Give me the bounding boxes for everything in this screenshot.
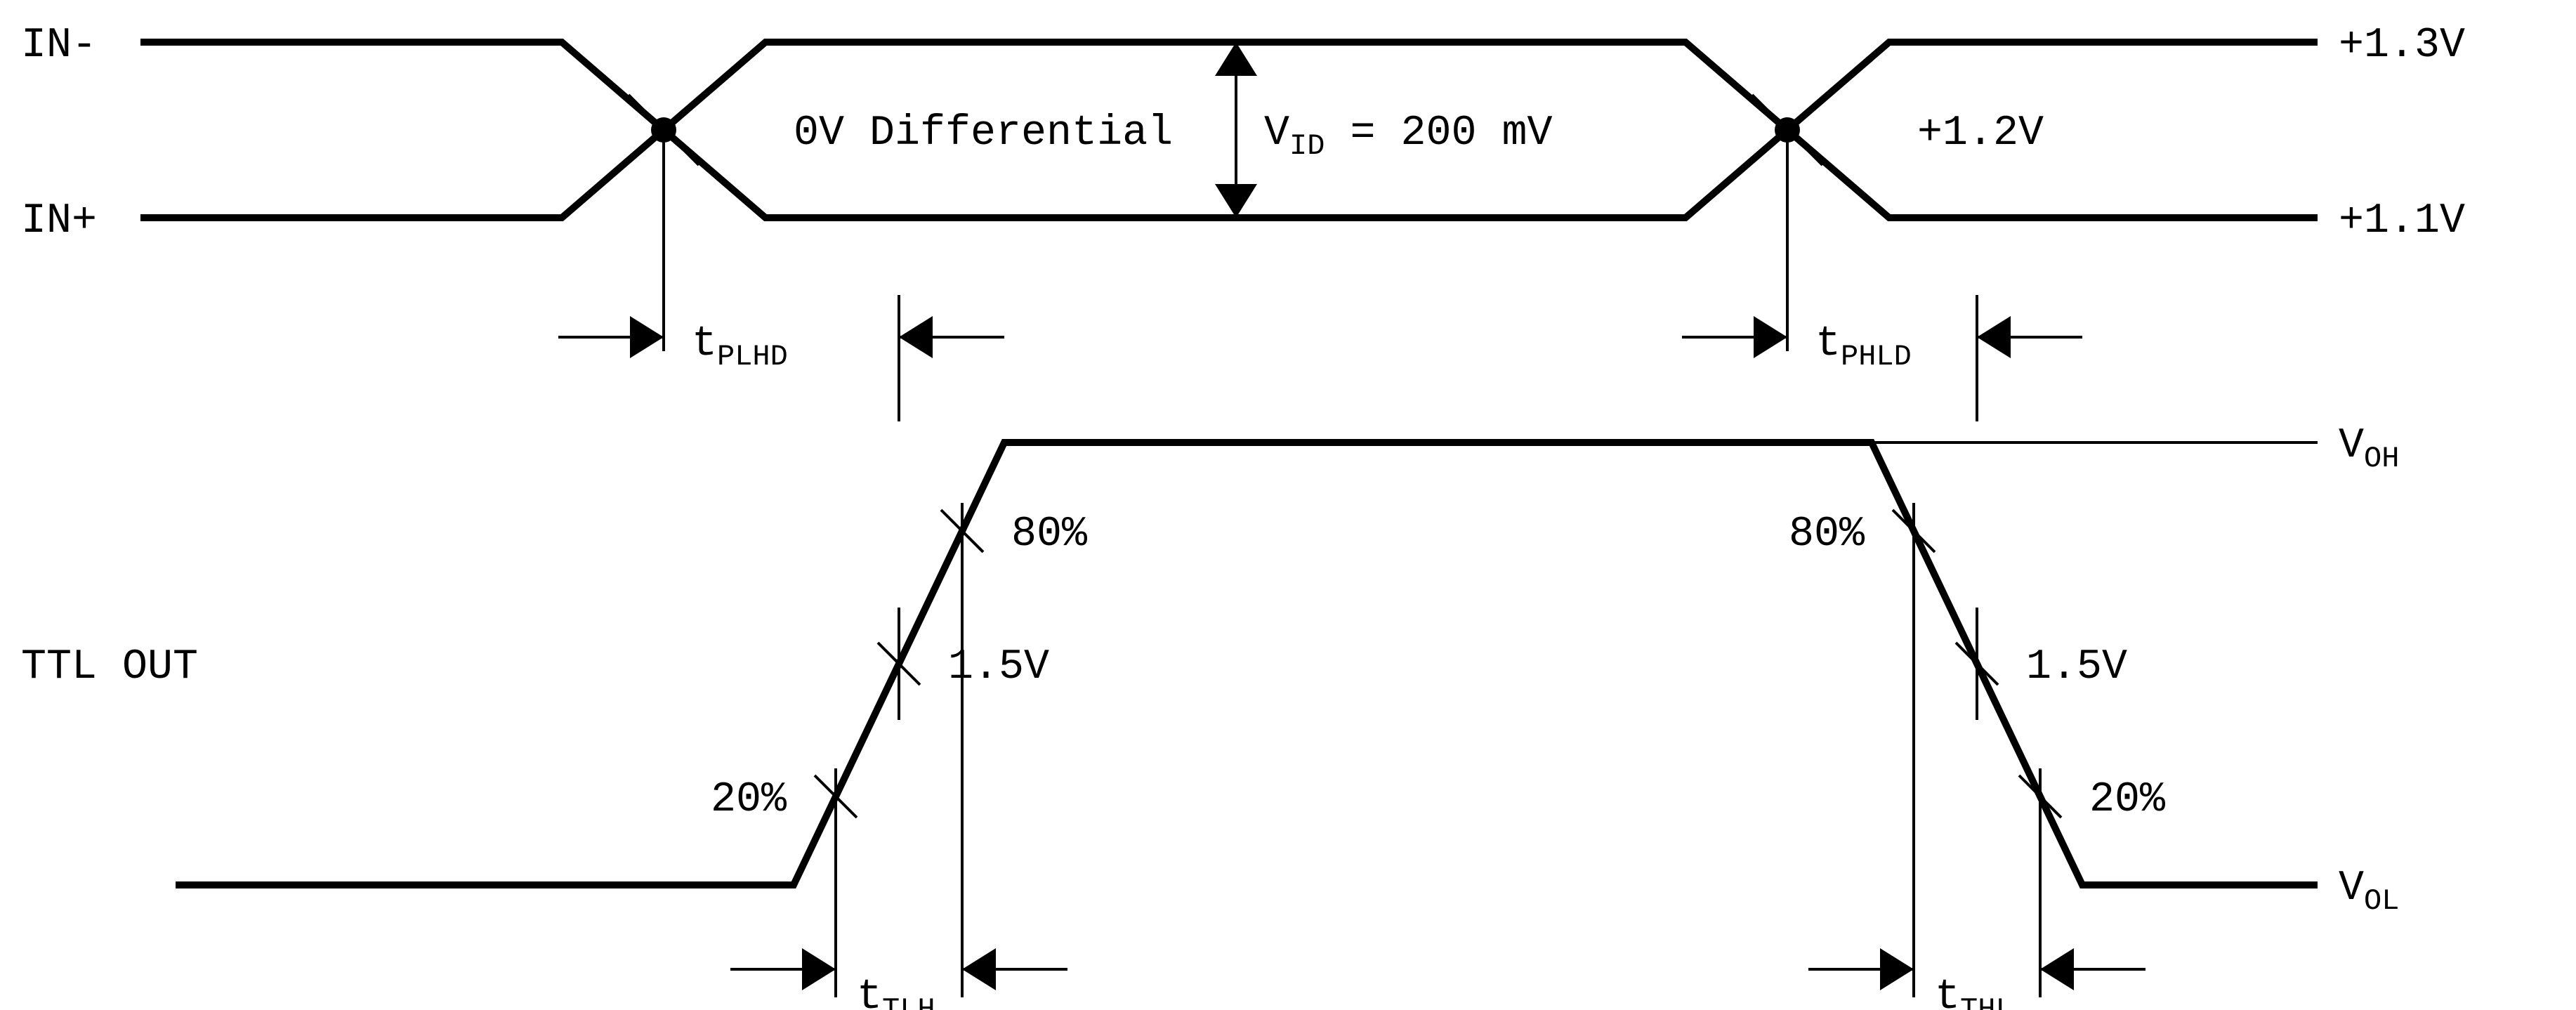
label-80-rise: 80%: [1011, 511, 1088, 558]
label-vid: VID = 200 mV: [1264, 110, 1553, 163]
label-in-minus: IN-: [21, 22, 97, 70]
label-ttl-out: TTL OUT: [21, 643, 198, 691]
waveform-ttl-out: [176, 442, 2318, 885]
label-tphld: tPHLD: [1815, 320, 1912, 374]
label-1p5v-fall: 1.5V: [2026, 643, 2127, 691]
label-80-fall: 80%: [1789, 511, 1865, 558]
label-voh: VOH: [2339, 422, 2399, 476]
label-1p3v: +1.3V: [2339, 22, 2465, 70]
label-1p1v: +1.1V: [2339, 197, 2465, 245]
label-1p5v-rise: 1.5V: [948, 643, 1049, 691]
label-tplhd: tPLHD: [692, 320, 788, 374]
label-tthl: tTHL: [1935, 973, 2013, 1010]
label-in-plus: IN+: [21, 197, 97, 245]
label-20-fall: 20%: [2089, 776, 2166, 824]
label-ttlh: tTLH: [857, 973, 935, 1010]
label-20-rise: 20%: [711, 776, 787, 824]
label-1p2v: +1.2V: [1917, 110, 2044, 157]
label-vol: VOL: [2339, 865, 2399, 918]
label-0v-diff: 0V Differential: [794, 110, 1173, 157]
